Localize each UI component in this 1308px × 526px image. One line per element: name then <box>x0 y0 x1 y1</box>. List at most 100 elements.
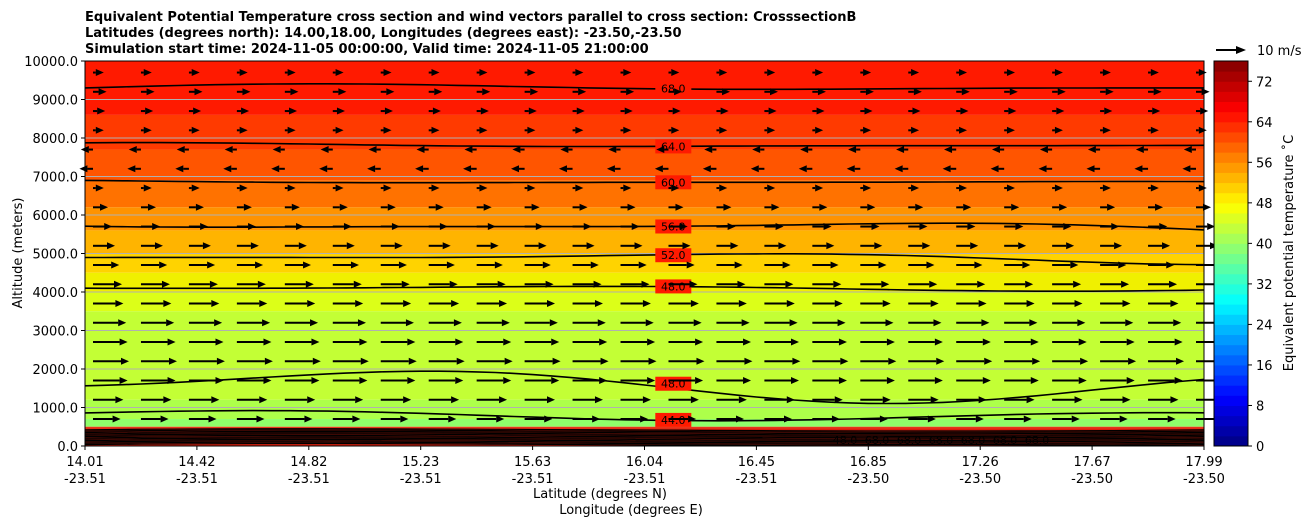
wind-vector-head <box>107 242 115 250</box>
contour-label-bg <box>655 279 692 294</box>
wind-vector-head <box>771 203 780 211</box>
wind-vector-head <box>1105 88 1114 96</box>
wind-vector-head <box>769 88 778 96</box>
wind-vector-head <box>930 396 939 404</box>
wind-vector-head <box>542 261 551 269</box>
wind-vector-head <box>719 69 728 77</box>
wind-vector-head <box>312 357 321 365</box>
wind-vector-head <box>834 300 843 308</box>
wind-vector-head <box>383 69 392 77</box>
wind-vector-head <box>191 184 200 192</box>
wind-vector-head <box>335 184 344 192</box>
wind-vector-head <box>722 88 731 96</box>
wind-vector-head <box>696 357 705 365</box>
wind-vectors <box>79 69 1232 423</box>
wind-vector-head <box>95 184 104 192</box>
surface-contour <box>84 440 1205 444</box>
x-tick-label-lon: -23.51 <box>64 472 106 487</box>
contour-label-bg <box>655 175 692 190</box>
wind-vector-head <box>623 69 632 77</box>
wind-vector-head <box>750 165 759 173</box>
wind-vector-head <box>600 357 609 365</box>
colorbar-segment <box>1214 375 1248 386</box>
wind-vector-head <box>527 184 536 192</box>
wind-vector-head <box>671 126 680 134</box>
color-band <box>85 180 1204 208</box>
chart-title-line-3: Simulation start time: 2024-11-05 00:00:… <box>85 42 649 57</box>
wind-vector-head <box>597 319 606 327</box>
wind-key: 10 m/s <box>1216 44 1302 59</box>
wind-vector-head <box>264 357 273 365</box>
wind-vector-head <box>838 338 847 346</box>
wind-vector-head <box>1073 280 1082 288</box>
colorbar-segment <box>1214 263 1248 275</box>
wind-vector-head <box>195 203 204 211</box>
wind-vector-head <box>593 280 602 288</box>
wind-vector-head <box>257 280 266 288</box>
wind-vector-head <box>919 223 928 231</box>
colorbar-segment <box>1214 131 1248 143</box>
wind-vector-head <box>531 203 540 211</box>
y-tick-label: 6000.0 <box>33 209 79 224</box>
colorbar-segment <box>1214 182 1248 194</box>
wind-vector-head <box>311 377 320 385</box>
wind-vector-head <box>927 415 936 423</box>
surface-contour <box>84 434 1205 439</box>
wind-vector-head <box>1176 357 1185 365</box>
wind-vector-head <box>298 242 307 250</box>
wind-vector-head <box>511 165 520 173</box>
wind-vector-head <box>479 69 488 77</box>
colorbar-segment <box>1214 61 1248 72</box>
wind-vector-head <box>767 184 776 192</box>
wind-vector-head <box>242 88 251 96</box>
wind-vector-head <box>911 184 920 192</box>
contour-line <box>85 253 1205 266</box>
wind-vector-head <box>767 126 776 134</box>
wind-vector-head <box>912 107 921 115</box>
wind-vector-head <box>338 88 347 96</box>
colorbar-segment <box>1214 405 1248 417</box>
wind-vector-head <box>719 184 728 192</box>
wind-vector-head <box>960 107 969 115</box>
wind-vector-head <box>159 261 168 269</box>
colorbar-segment <box>1214 395 1248 406</box>
wind-vector-head <box>1102 69 1111 77</box>
wind-vector-head <box>346 242 355 250</box>
y-tick-label: 2000.0 <box>33 363 79 378</box>
wind-vector-head <box>558 165 567 173</box>
wind-vector-head <box>479 126 488 134</box>
wind-vector-head <box>115 300 124 308</box>
colorbar-segment <box>1214 435 1248 447</box>
wind-vector-head <box>547 300 556 308</box>
wind-vector-head <box>1086 165 1095 173</box>
wind-vector-head <box>119 377 128 385</box>
wind-vector-head <box>1026 396 1035 404</box>
wind-vector-head <box>800 146 809 154</box>
wind-vector-head <box>146 88 155 96</box>
wind-vector-head <box>287 126 296 134</box>
wind-vector-head <box>1173 319 1182 327</box>
wind-vector-head <box>431 69 440 77</box>
colorbar-segment <box>1214 212 1248 224</box>
wind-vector-head <box>786 396 795 404</box>
wind-vector-head <box>405 319 414 327</box>
colorbar-segment <box>1214 142 1248 153</box>
wind-vector-head <box>463 165 472 173</box>
wind-vector-head <box>792 357 801 365</box>
wind-vector-head <box>408 357 417 365</box>
wind-vector-head <box>1150 126 1159 134</box>
wind-vector-head <box>355 396 364 404</box>
wind-vector-head <box>1155 203 1164 211</box>
wind-vector-head <box>255 261 264 269</box>
wind-vector-head <box>527 126 536 134</box>
colorbar-segment <box>1214 233 1248 244</box>
wind-vector-head <box>863 184 872 192</box>
wind-vector-head <box>975 415 984 423</box>
wind-vector-head <box>977 280 986 288</box>
wind-vector-head <box>407 338 416 346</box>
wind-vector-head <box>547 396 556 404</box>
y-tick-label: 5000.0 <box>33 248 79 263</box>
wind-vector-head <box>499 300 508 308</box>
wind-vector-head <box>671 69 680 77</box>
wind-vector-head <box>207 261 216 269</box>
